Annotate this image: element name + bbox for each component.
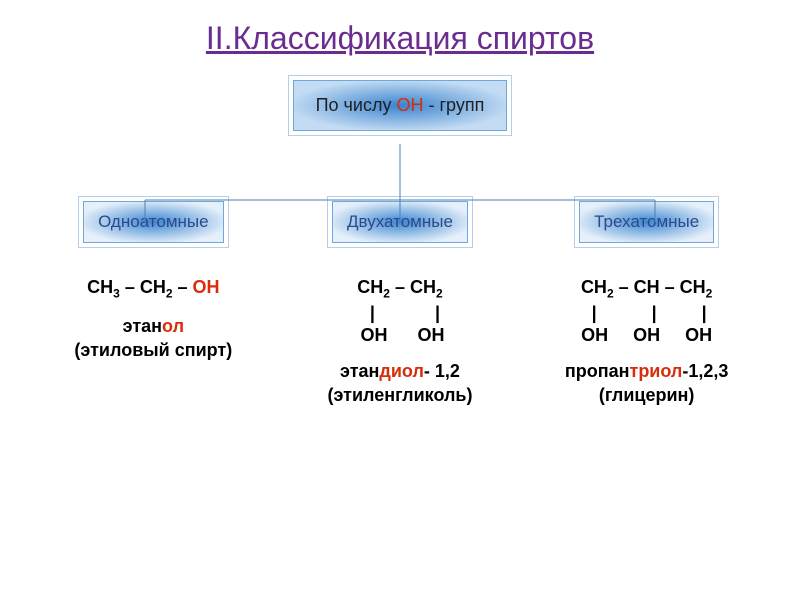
child-column: Двухатомные СН2 – СН2 | | ОН ОН этандиол- … xyxy=(278,196,522,407)
child-box-outer: Одноатомные xyxy=(78,196,229,248)
compound-name: пропантриол-1,2,3(глицерин) xyxy=(565,359,729,408)
child-column: Одноатомные СН3 – СН2 – ОН этанол(этиловый… xyxy=(31,196,275,407)
child-box-label: Трехатомные xyxy=(579,201,714,243)
child-box-outer: Двухатомные xyxy=(327,196,473,248)
child-column: Трехатомные СН2 – СН – СН2 | | |ОН ОН ОН п… xyxy=(525,196,769,407)
compound-name: этанол(этиловый спирт) xyxy=(74,314,232,363)
chemical-formula: СН3 – СН2 – ОН xyxy=(87,276,219,302)
root-text-2: - групп xyxy=(424,95,485,115)
root-box-outer: По числу ОН - групп xyxy=(288,75,513,136)
root-box: По числу ОН - групп xyxy=(293,80,508,131)
root-box-container: По числу ОН - групп xyxy=(0,75,800,136)
child-box-label: Одноатомные xyxy=(83,201,224,243)
compound-name: этандиол- 1,2(этиленгликоль) xyxy=(327,359,472,408)
root-text-1: По числу xyxy=(316,95,397,115)
chemical-formula: СН2 – СН2 | | ОН ОН xyxy=(355,276,444,347)
children-row: Одноатомные СН3 – СН2 – ОН этанол(этиловый… xyxy=(0,196,800,407)
page-title: II.Классификация спиртов xyxy=(0,0,800,67)
chemical-formula: СН2 – СН – СН2 | | |ОН ОН ОН xyxy=(581,276,712,347)
root-highlight: ОН xyxy=(397,95,424,115)
child-box-outer: Трехатомные xyxy=(574,196,719,248)
child-box-label: Двухатомные xyxy=(332,201,468,243)
